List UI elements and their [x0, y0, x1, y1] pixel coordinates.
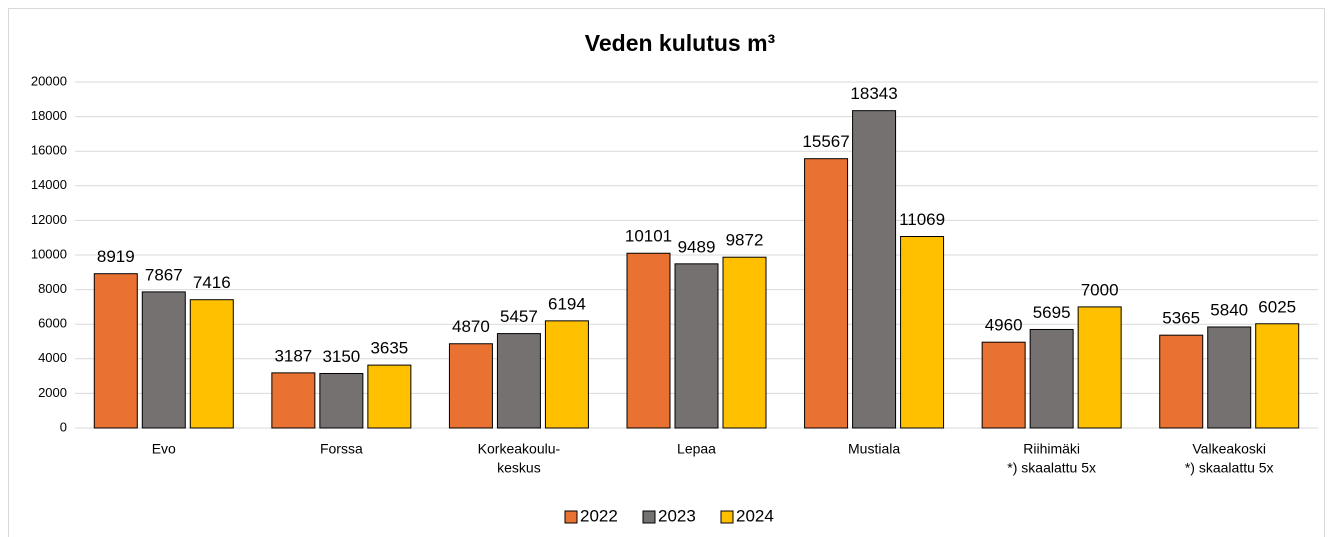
data-label: 5695 [1033, 303, 1071, 322]
data-label: 6194 [548, 294, 586, 313]
data-label: 5457 [500, 307, 538, 326]
y-tick-label: 4000 [38, 350, 67, 365]
bar [141, 291, 186, 429]
y-tick-label: 14000 [31, 177, 67, 192]
data-label: 3635 [370, 339, 408, 358]
bar [852, 110, 897, 429]
data-label: 15567 [802, 132, 849, 151]
data-label: 10101 [625, 227, 672, 246]
bar [271, 372, 316, 429]
bar [626, 252, 671, 429]
x-tick-label: *) skaalattu 5x [1185, 460, 1274, 476]
bar [93, 273, 138, 429]
data-label: 4960 [985, 316, 1023, 335]
data-label: 8919 [97, 247, 135, 266]
bar [496, 333, 541, 429]
x-tick-label: Mustiala [848, 441, 900, 457]
data-label: 7867 [145, 265, 183, 284]
bar [981, 341, 1026, 429]
data-label: 5840 [1210, 300, 1248, 319]
data-label: 9489 [678, 237, 716, 256]
bar [804, 158, 849, 429]
bar [544, 320, 589, 429]
data-label: 9872 [726, 231, 764, 250]
bar [900, 236, 945, 429]
bar [1077, 306, 1122, 429]
bar [448, 343, 493, 429]
y-tick-label: 12000 [31, 212, 67, 227]
bar [1029, 328, 1074, 429]
legend-swatch [720, 510, 734, 524]
bar [674, 263, 719, 429]
bar [1255, 323, 1300, 429]
x-tick-label: Lepaa [677, 441, 716, 457]
legend-label: 2024 [736, 506, 774, 525]
x-tick-label: Evo [152, 441, 176, 457]
bar [1207, 326, 1252, 429]
legend-label: 2023 [658, 506, 696, 525]
data-label: 3150 [322, 347, 360, 366]
data-label: 7000 [1081, 280, 1119, 299]
y-tick-label: 16000 [31, 143, 67, 158]
x-tick-label: Valkeakoski [1192, 441, 1266, 457]
x-tick-label: Forssa [320, 441, 363, 457]
y-tick-label: 8000 [38, 281, 67, 296]
bar [722, 256, 767, 429]
x-tick-label: Riihimäki [1023, 441, 1080, 457]
y-tick-label: 10000 [31, 246, 67, 261]
x-tick-label: *) skaalattu 5x [1007, 460, 1096, 476]
data-label: 7416 [193, 273, 231, 292]
data-label: 6025 [1258, 297, 1296, 316]
bar [1159, 334, 1204, 429]
y-tick-label: 20000 [31, 73, 67, 88]
legend-label: 2022 [580, 506, 618, 525]
data-label: 11069 [899, 210, 945, 229]
y-tick-label: 0 [60, 419, 67, 434]
y-tick-label: 6000 [38, 316, 67, 331]
legend-swatch [564, 510, 578, 524]
data-label: 4870 [452, 317, 490, 336]
y-tick-label: 18000 [31, 108, 67, 123]
y-tick-label: 2000 [38, 385, 67, 400]
legend-swatch [642, 510, 656, 524]
bar [319, 373, 364, 429]
data-label: 18343 [850, 84, 897, 103]
bar [367, 364, 412, 429]
x-tick-label: Korkeakoulu- [478, 441, 561, 457]
x-tick-label: keskus [497, 460, 541, 476]
bar [189, 299, 234, 429]
data-label: 3187 [274, 346, 312, 365]
chart-title: Veden kulutus m³ [585, 30, 776, 56]
data-label: 5365 [1162, 309, 1200, 328]
